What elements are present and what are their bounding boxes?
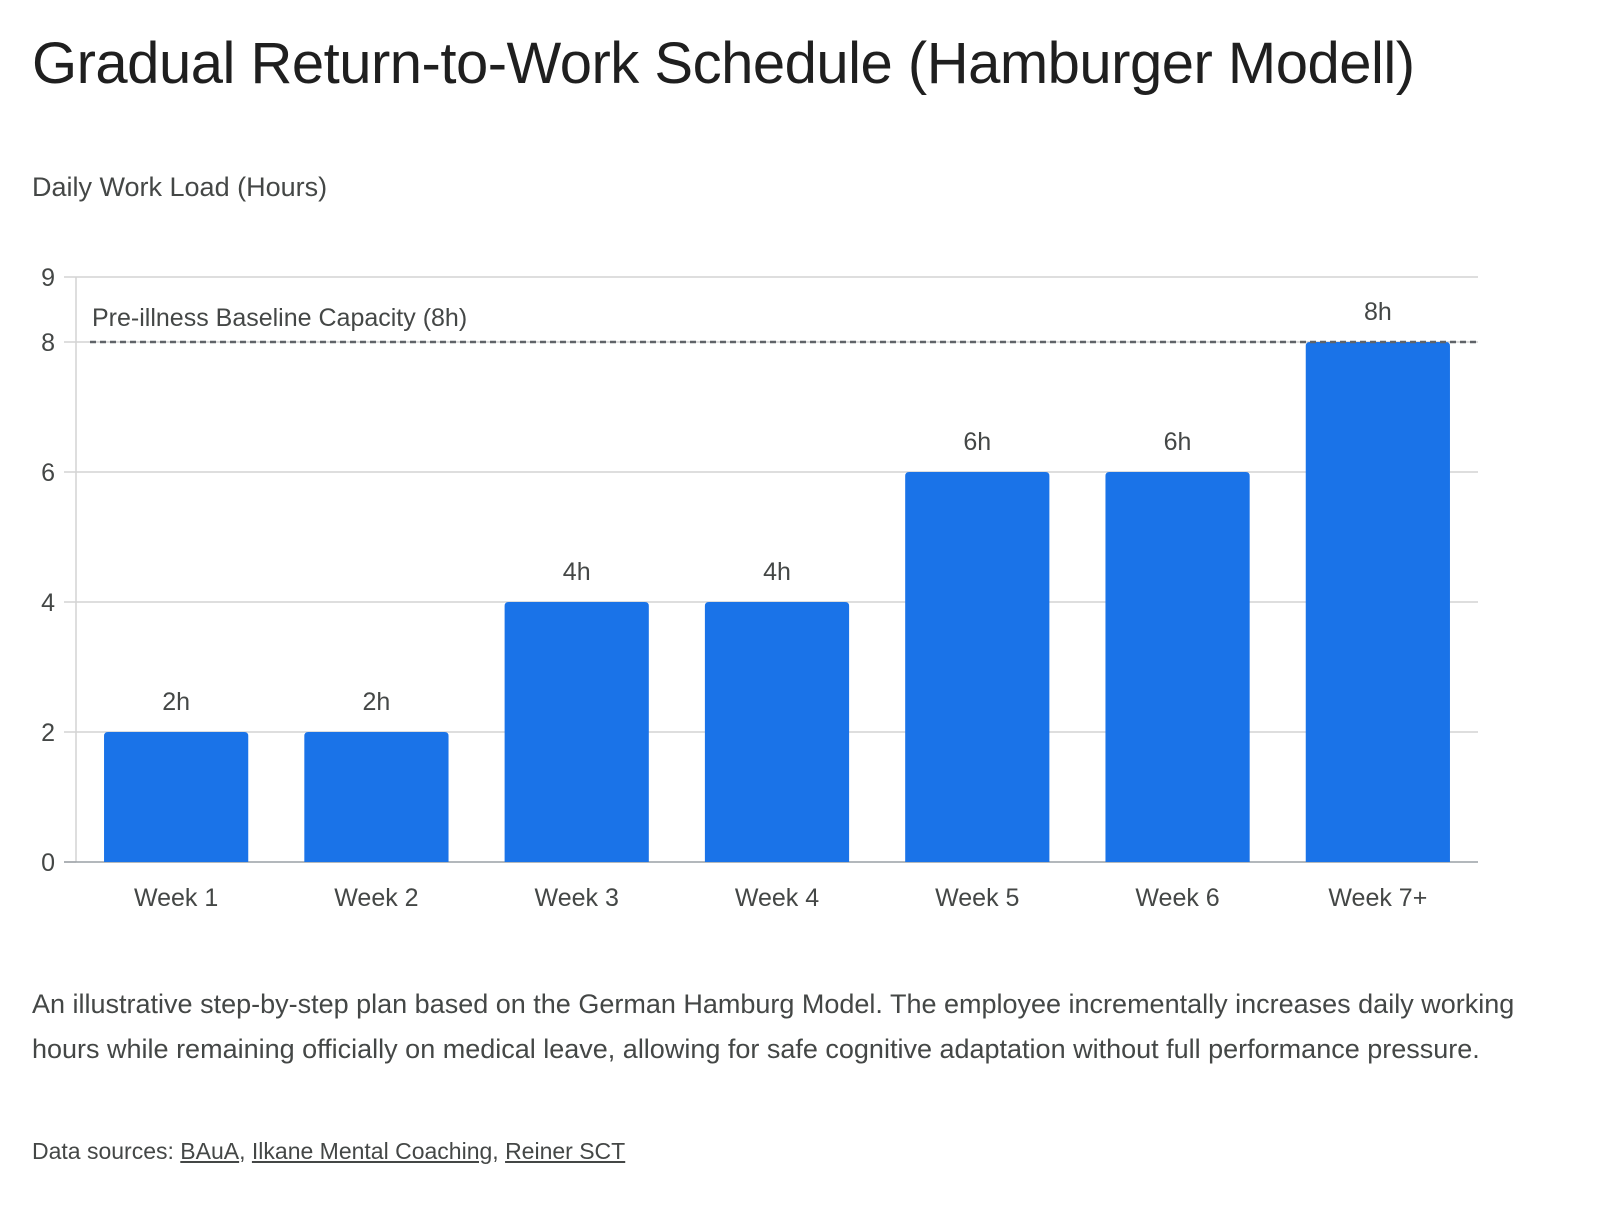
bar	[905, 472, 1050, 862]
x-tick-label: Week 2	[334, 884, 418, 912]
data-labels: 2h 2h 4h 4h 6h 6h 8h	[162, 298, 1392, 716]
x-tick-label: Week 3	[535, 884, 619, 912]
y-axis-label: Daily Work Load (Hours)	[32, 172, 328, 202]
bar	[104, 732, 249, 862]
data-label: 2h	[363, 688, 391, 716]
bar	[1105, 472, 1250, 862]
baseline-reference-label: Pre-illness Baseline Capacity (8h)	[92, 304, 467, 332]
x-tick-label: Week 4	[735, 884, 819, 912]
chart-title: Gradual Return-to-Work Schedule (Hamburg…	[32, 31, 1415, 96]
data-label: 6h	[1164, 428, 1192, 456]
x-tick-label: Week 6	[1135, 884, 1219, 912]
source-link-reiner[interactable]: Reiner SCT	[505, 1138, 626, 1164]
chart-description: An illustrative step-by-step plan based …	[32, 989, 1515, 1064]
bars	[104, 342, 1450, 862]
y-tick-label: 9	[41, 264, 55, 292]
bar	[1305, 342, 1450, 862]
source-link-ilkane[interactable]: Ilkane Mental Coaching	[251, 1138, 493, 1164]
data-label: 2h	[162, 688, 190, 716]
sources-prefix: Data sources:	[32, 1138, 181, 1164]
x-tick-label: Week 1	[134, 884, 218, 912]
y-tick-label: 4	[41, 589, 55, 617]
data-label: 8h	[1364, 298, 1392, 326]
source-link-baua[interactable]: BAuA	[180, 1138, 240, 1164]
data-sources: Data sources: BAuA, Ilkane Mental Coachi…	[32, 1138, 625, 1165]
sources-separator: ,	[239, 1138, 252, 1164]
bar	[504, 602, 649, 862]
reference-line-group: Pre-illness Baseline Capacity (8h)	[90, 304, 1478, 344]
sources-separator: ,	[492, 1138, 506, 1164]
y-tick-label: 6	[41, 459, 55, 487]
data-label: 4h	[563, 558, 591, 586]
y-tick-labels: 0 2 4 6 8 9	[41, 264, 55, 877]
bar	[304, 732, 449, 862]
data-label: 6h	[963, 428, 991, 456]
y-tick-label: 2	[41, 719, 55, 747]
bar-chart: 0 2 4 6 8 9 Pre-illness Baseline Capacity (8h…	[41, 264, 1478, 912]
x-tick-label: Week 7+	[1328, 884, 1427, 912]
y-tick-label: 8	[41, 329, 55, 357]
y-tick-label: 0	[41, 849, 55, 877]
bar	[704, 602, 850, 862]
x-tick-labels: Week 1 Week 2 Week 3 Week 4 Week 5 Week 6 Week…	[134, 884, 1427, 912]
x-tick-label: Week 5	[935, 884, 1019, 912]
data-label: 4h	[763, 558, 791, 586]
